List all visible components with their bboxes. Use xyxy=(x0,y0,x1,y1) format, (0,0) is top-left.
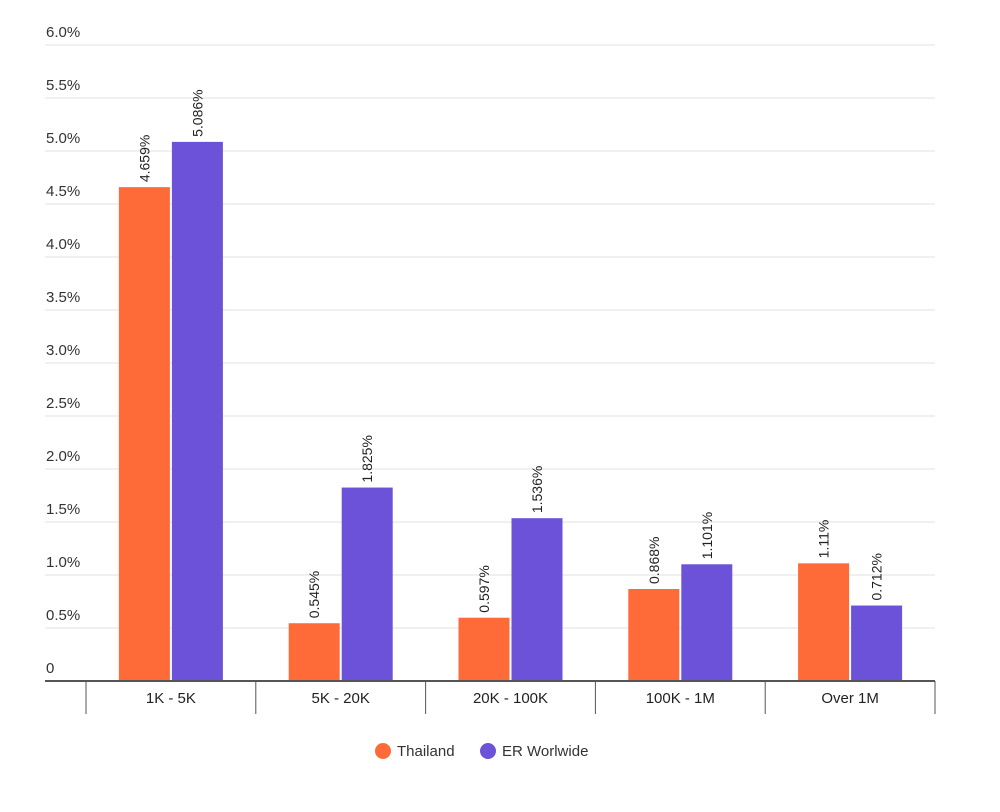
x-tick-label: 1K - 5K xyxy=(146,690,196,707)
legend-label: Thailand xyxy=(397,743,455,760)
x-tick-label: 100K - 1M xyxy=(646,690,715,707)
x-tick-label: 5K - 20K xyxy=(312,690,370,707)
y-tick-label: 6.0% xyxy=(46,24,80,41)
y-tick-label: 5.0% xyxy=(46,130,80,147)
data-label: 1.536% xyxy=(529,466,545,513)
bar-er-worlwide xyxy=(851,605,903,681)
y-tick-label: 1.0% xyxy=(46,554,80,571)
legend-marker xyxy=(480,743,496,759)
legend-marker xyxy=(375,743,391,759)
data-label: 1.11% xyxy=(816,520,832,559)
x-tick-label: Over 1M xyxy=(821,690,879,707)
data-label: 1.101% xyxy=(699,512,715,559)
bar-thailand xyxy=(628,588,680,681)
data-label: 5.086% xyxy=(189,89,205,136)
bar-er-worlwide xyxy=(341,487,393,681)
bar-thailand xyxy=(458,617,510,681)
y-tick-label: 3.0% xyxy=(46,342,80,359)
data-label: 0.545% xyxy=(306,571,322,618)
data-label: 0.868% xyxy=(646,537,662,584)
y-tick-label: 1.5% xyxy=(46,501,80,518)
y-tick-label: 5.5% xyxy=(46,77,80,94)
data-label: 0.712% xyxy=(869,553,885,600)
bar-thailand xyxy=(288,623,340,681)
y-tick-label: 0.5% xyxy=(46,607,80,624)
bar-er-worlwide xyxy=(171,141,223,681)
y-tick-label: 3.5% xyxy=(46,289,80,306)
data-label: 4.659% xyxy=(136,135,152,182)
legend-label: ER Worlwide xyxy=(502,743,588,760)
y-tick-label: 4.0% xyxy=(46,236,80,253)
y-tick-label: 2.0% xyxy=(46,448,80,465)
y-tick-label: 2.5% xyxy=(46,395,80,412)
y-tick-label: 4.5% xyxy=(46,183,80,200)
bar-er-worlwide xyxy=(681,564,733,681)
data-label: 0.597% xyxy=(476,565,492,612)
y-tick-label: 0 xyxy=(46,660,54,677)
bar-thailand xyxy=(118,187,170,681)
bar-thailand xyxy=(798,563,850,681)
x-tick-label: 20K - 100K xyxy=(473,690,548,707)
data-label: 1.825% xyxy=(359,435,375,482)
bar-er-worlwide xyxy=(511,518,563,681)
